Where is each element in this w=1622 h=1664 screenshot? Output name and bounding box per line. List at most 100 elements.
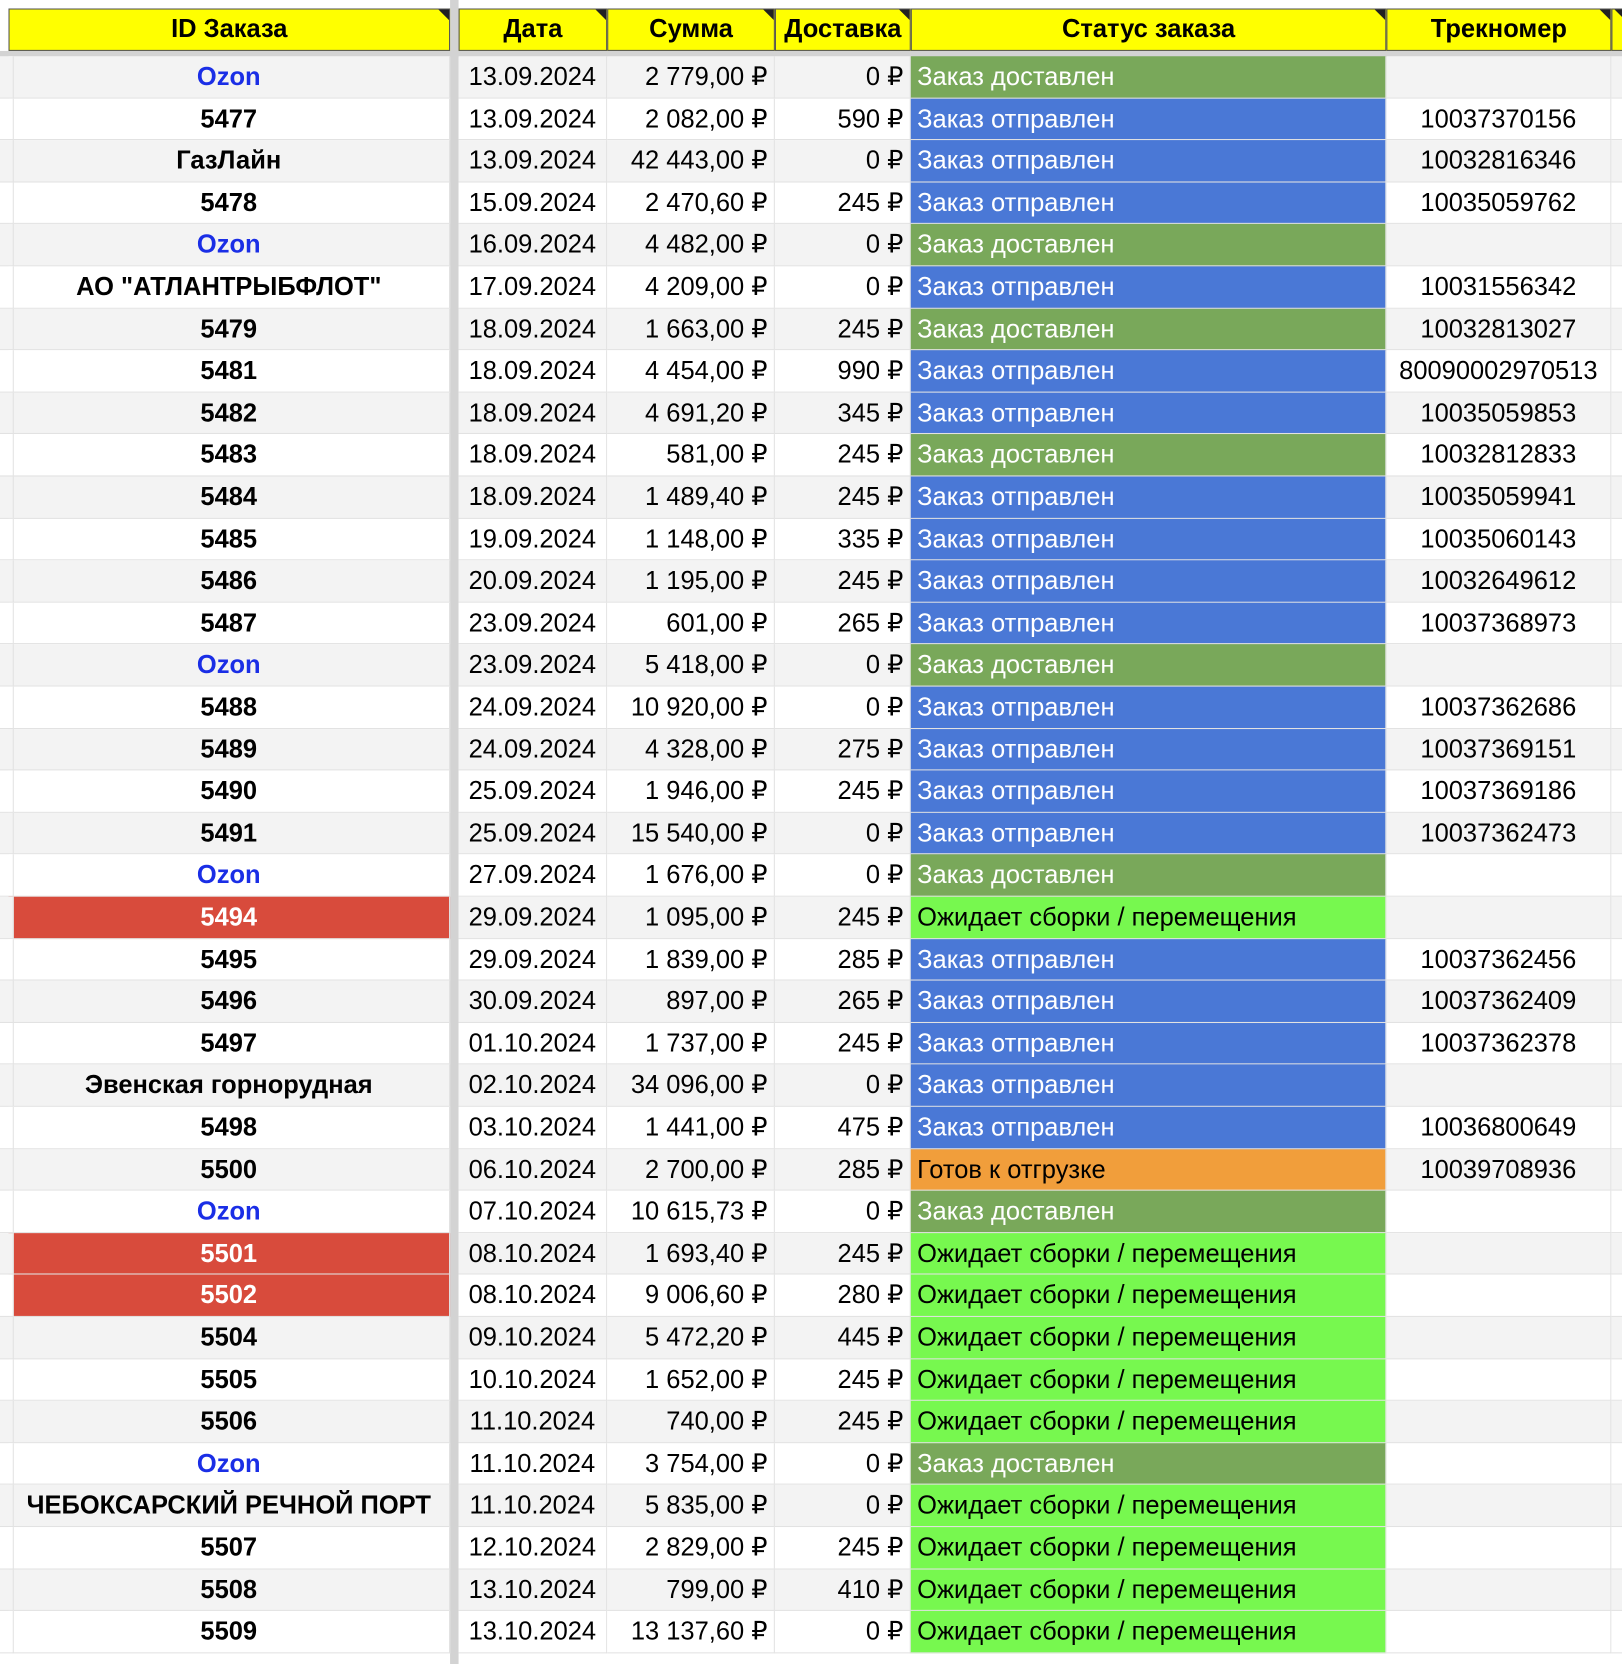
empty-cell: [1611, 224, 1622, 267]
status-cell: Заказ доставлен: [910, 1190, 1387, 1233]
date-cell: 06.10.2024: [458, 1148, 608, 1191]
order-id-cell: Ozon: [8, 854, 451, 897]
order-id-cell: 5489: [8, 728, 451, 771]
delivery-cell: 0 ₽: [774, 644, 911, 687]
row-edge: [0, 1358, 14, 1402]
empty-cell: [1611, 854, 1622, 897]
date-cell: 08.10.2024: [458, 1232, 608, 1275]
date-cell: 11.10.2024: [458, 1485, 608, 1528]
sum-cell: 1 195,00 ₽: [607, 560, 775, 603]
track-cell: [1386, 1316, 1612, 1359]
column-header: Статус заказа: [910, 8, 1387, 51]
order-id-cell: 5481: [8, 350, 451, 393]
date-cell: 12.10.2024: [458, 1527, 608, 1570]
track-cell: [1386, 1527, 1612, 1570]
sum-cell: 4 482,00 ₽: [607, 224, 775, 267]
track-cell: 10037368973: [1386, 602, 1612, 645]
row-edge: [0, 728, 14, 771]
sum-cell: 1 676,00 ₽: [607, 854, 775, 897]
delivery-cell: 0 ₽: [774, 1190, 911, 1233]
date-cell: 11.10.2024: [458, 1401, 608, 1444]
delivery-cell: 0 ₽: [774, 224, 911, 267]
row-edge: [0, 812, 14, 855]
track-cell: 10035059853: [1386, 392, 1612, 435]
delivery-cell: 0 ₽: [774, 1064, 911, 1107]
empty-cell: [1611, 1232, 1622, 1275]
status-cell: Готов к отгрузке: [910, 1148, 1387, 1191]
order-id-cell: 5478: [8, 182, 451, 225]
sum-cell: 13 137,60 ₽: [607, 1611, 775, 1654]
column-header: ID Заказа: [8, 8, 451, 51]
track-cell: [1386, 1611, 1612, 1654]
sum-cell: 1 737,00 ₽: [607, 1022, 775, 1065]
row-edge: [0, 56, 14, 99]
row-edge: [0, 854, 14, 897]
delivery-cell: 335 ₽: [774, 518, 911, 561]
order-id-cell: Ozon: [8, 224, 451, 267]
status-cell: Заказ отправлен: [910, 812, 1387, 855]
sum-cell: 15 540,00 ₽: [607, 812, 775, 855]
empty-cell: [1611, 560, 1622, 603]
empty-cell: [1611, 1148, 1622, 1191]
sum-cell: 4 328,00 ₽: [607, 728, 775, 771]
delivery-cell: 245 ₽: [774, 560, 911, 603]
order-id-cell: 5501: [8, 1232, 451, 1275]
date-cell: 13.09.2024: [458, 98, 608, 141]
sum-cell: 4 454,00 ₽: [607, 350, 775, 393]
date-cell: 24.09.2024: [458, 686, 608, 729]
order-id-cell: АО "АТЛАНТРЫБФЛОТ": [8, 266, 451, 309]
delivery-cell: 590 ₽: [774, 98, 911, 141]
status-cell: Ожидает сборки / перемещения: [910, 1274, 1387, 1317]
freeze-row: [0, 50, 1622, 58]
column-header: Трекномер: [1386, 8, 1612, 51]
sum-cell: 3 754,00 ₽: [607, 1443, 775, 1486]
sum-cell: 5 472,20 ₽: [607, 1316, 775, 1359]
delivery-cell: 245 ₽: [774, 476, 911, 519]
sum-cell: 1 663,00 ₽: [607, 308, 775, 351]
row-edge: [0, 350, 14, 393]
row-edge: [0, 1443, 14, 1486]
track-cell: 10032812833: [1386, 434, 1612, 477]
delivery-cell: 285 ₽: [774, 938, 911, 981]
track-cell: 10031556342: [1386, 266, 1612, 309]
track-cell: [1386, 1485, 1612, 1528]
track-cell: [1386, 56, 1612, 99]
empty-cell: [1611, 434, 1622, 477]
row-edge: [0, 1569, 14, 1612]
empty-cell: [1611, 1064, 1622, 1107]
sum-cell: 897,00 ₽: [607, 980, 775, 1023]
empty-cell: [1611, 1611, 1622, 1654]
sum-cell: 2 700,00 ₽: [607, 1148, 775, 1191]
status-cell: Ожидает сборки / перемещения: [910, 1569, 1387, 1612]
delivery-cell: 245 ₽: [774, 1401, 911, 1444]
empty-cell: [1611, 392, 1622, 435]
empty-cell: [1611, 896, 1622, 939]
empty-cell: [1611, 602, 1622, 645]
delivery-cell: 0 ₽: [774, 140, 911, 183]
empty-cell: [1611, 1401, 1622, 1444]
order-id-cell: 5494: [8, 896, 451, 939]
order-id-cell: ЧЕБОКСАРСКИЙ РЕЧНОЙ ПОРТ: [8, 1485, 451, 1528]
track-cell: [1386, 224, 1612, 267]
track-cell: 10037369151: [1386, 728, 1612, 771]
track-cell: [1386, 854, 1612, 897]
track-cell: 80090002970513: [1386, 350, 1612, 393]
order-id-cell: 5509: [8, 1611, 451, 1654]
empty-cell: [1611, 980, 1622, 1023]
status-cell: Ожидает сборки / перемещения: [910, 1401, 1387, 1444]
track-cell: [1386, 1443, 1612, 1486]
empty-cell: [1611, 182, 1622, 225]
empty-cell: [1611, 686, 1622, 729]
row-edge: [0, 476, 14, 519]
date-cell: 29.09.2024: [458, 938, 608, 981]
status-cell: Заказ отправлен: [910, 728, 1387, 771]
order-id-cell: 5508: [8, 1569, 451, 1612]
date-cell: 11.10.2024: [458, 1443, 608, 1486]
order-id-cell: Ozon: [8, 1190, 451, 1233]
row-edge: [0, 98, 14, 141]
row-edge: [0, 140, 14, 183]
empty-cell: [1611, 1443, 1622, 1486]
sum-cell: 10 615,73 ₽: [607, 1190, 775, 1233]
